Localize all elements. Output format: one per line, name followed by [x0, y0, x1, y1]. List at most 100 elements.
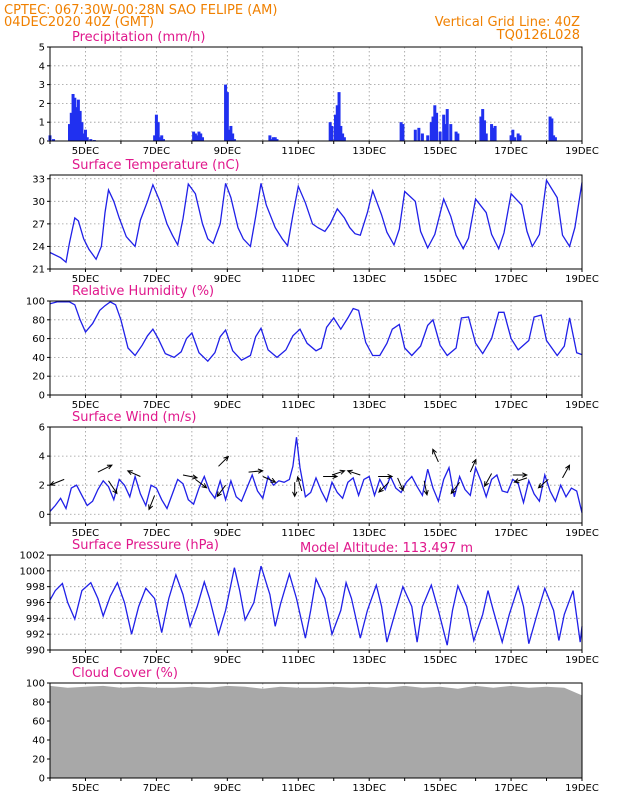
press-y-tick-label: 1002: [20, 551, 45, 562]
precip-bar: [271, 137, 275, 141]
wind-vector-arrow: [108, 480, 118, 495]
wind-x-tick-label: 9DEC: [214, 528, 241, 539]
wind-vector-arrow: [397, 477, 404, 492]
precip-frame: [49, 46, 583, 142]
wind-vector-arrow: [248, 468, 264, 474]
wind-vector-arrow: [562, 464, 571, 479]
wind-vector-arrow: [218, 455, 230, 467]
precip-title: Precipitation (mm/h): [72, 30, 205, 45]
precip-bar: [197, 131, 201, 141]
precip-bar: [52, 139, 56, 141]
press-y-tick-label: 996: [26, 598, 45, 609]
rh-x-tick-label: 15DEC: [423, 400, 457, 411]
wind-vector-arrow: [148, 495, 156, 511]
press-x-tick-label: 9DEC: [214, 655, 241, 666]
temp-x-tick-label: 9DEC: [214, 274, 241, 285]
precip-bar: [273, 137, 277, 141]
station-header: CPTEC: 067:30W-00:28N SAO FELIPE (AM): [4, 3, 277, 18]
cloud-x-tick-label: 7DEC: [143, 783, 170, 794]
rh-title: Relative Humidity (%): [72, 284, 214, 299]
precip-bar: [192, 131, 196, 141]
cloud-title: Cloud Cover (%): [72, 666, 178, 681]
cloud-x-tick-label: 19DEC: [565, 783, 599, 794]
precip-bar: [342, 137, 346, 141]
wind-x-tick-label: 7DEC: [143, 528, 170, 539]
precip-bar: [516, 133, 520, 141]
precip-bar: [85, 137, 89, 141]
precip-y-tick-label: 2: [39, 99, 45, 110]
precip-bar: [227, 129, 231, 141]
precip-bar: [442, 114, 446, 141]
cloud-y-tick-label: 80: [32, 698, 45, 709]
temp-x-tick-label: 13DEC: [352, 274, 386, 285]
press-frame: [49, 554, 583, 651]
wind-y-tick-label: 4: [39, 452, 45, 463]
precip-bar: [456, 133, 460, 141]
precip-bar: [482, 120, 486, 141]
precip-bar: [479, 116, 483, 141]
precip-bar: [426, 135, 430, 141]
precip-bar: [156, 122, 160, 141]
temp-y-tick-label: 33: [32, 174, 45, 185]
cloud-y-tick-label: 40: [32, 736, 45, 747]
wind-vector-arrow: [450, 482, 460, 495]
precip-x-tick-label: 9DEC: [214, 146, 241, 157]
precip-bar: [513, 137, 517, 141]
precip-bar: [199, 133, 203, 141]
precip-bar: [160, 135, 164, 141]
temp-x-tick-label: 11DEC: [281, 274, 315, 285]
precip-bar: [484, 133, 488, 141]
temp-x-tick-label: 7DEC: [143, 274, 170, 285]
temp-y-tick-label: 21: [32, 265, 45, 276]
precip-y-tick-label: 4: [39, 61, 45, 72]
cloud-cover-panel: Cloud Cover (%) 0 20 40 60 80 100 5DEC 7DEC 9DEC 1…: [26, 666, 599, 794]
precip-bar: [83, 129, 87, 141]
press-x-tick-label: 13DEC: [352, 655, 386, 666]
precip-bar: [73, 97, 77, 141]
precip-bar: [337, 92, 341, 141]
precip-x-tick-label: 13DEC: [352, 146, 386, 157]
precip-bar: [268, 135, 272, 141]
press-y-tick-label: 998: [26, 582, 45, 593]
precip-bar: [68, 124, 72, 141]
precip-bar: [518, 135, 522, 141]
run-date: 04DEC2020 40Z (GMT): [4, 15, 154, 30]
cloud-x-tick-label: 5DEC: [72, 783, 99, 794]
wind-vector-arrow: [423, 480, 429, 496]
press-x-tick-label: 5DEC: [72, 655, 99, 666]
precip-y-tick-label: 3: [39, 80, 45, 91]
precip-y-tick-label: 1: [39, 118, 45, 129]
precip-bar: [401, 124, 405, 141]
precip-bar: [225, 92, 229, 141]
precip-x-tick-label: 7DEC: [143, 146, 170, 157]
cloud-x-tick-label: 17DEC: [494, 783, 528, 794]
rh-x-tick-label: 19DEC: [565, 400, 599, 411]
cloud-x-tick-label: 13DEC: [352, 783, 386, 794]
temp-frame: [49, 174, 583, 270]
wind-frame: [49, 426, 583, 524]
precip-bar: [231, 133, 235, 141]
cloud-x-tick-label: 11DEC: [281, 783, 315, 794]
press-x-tick-label: 11DEC: [281, 655, 315, 666]
precip-y-tick-label: 0: [39, 137, 45, 148]
precip-bar: [335, 105, 339, 141]
precip-bar: [201, 137, 205, 141]
temp-x-tick-label: 15DEC: [423, 274, 457, 285]
wind-x-tick-label: 17DEC: [494, 528, 528, 539]
precip-bar: [69, 112, 73, 141]
precip-bar: [229, 125, 233, 141]
wind-vector-arrow: [484, 473, 493, 488]
wind-vector-arrow: [346, 469, 361, 476]
rh-x-tick-label: 17DEC: [494, 400, 528, 411]
precip-x-tick-label: 5DEC: [72, 146, 99, 157]
precip-bar: [449, 124, 453, 141]
wind-y-tick-label: 2: [39, 481, 45, 492]
precip-bar: [413, 129, 417, 141]
rh-y-tick-label: 100: [26, 297, 45, 308]
precip-bar: [193, 133, 197, 141]
precip-bar: [78, 110, 82, 141]
precip-bar: [330, 125, 334, 141]
precip-bar: [161, 139, 165, 141]
precip-bar: [71, 94, 75, 141]
